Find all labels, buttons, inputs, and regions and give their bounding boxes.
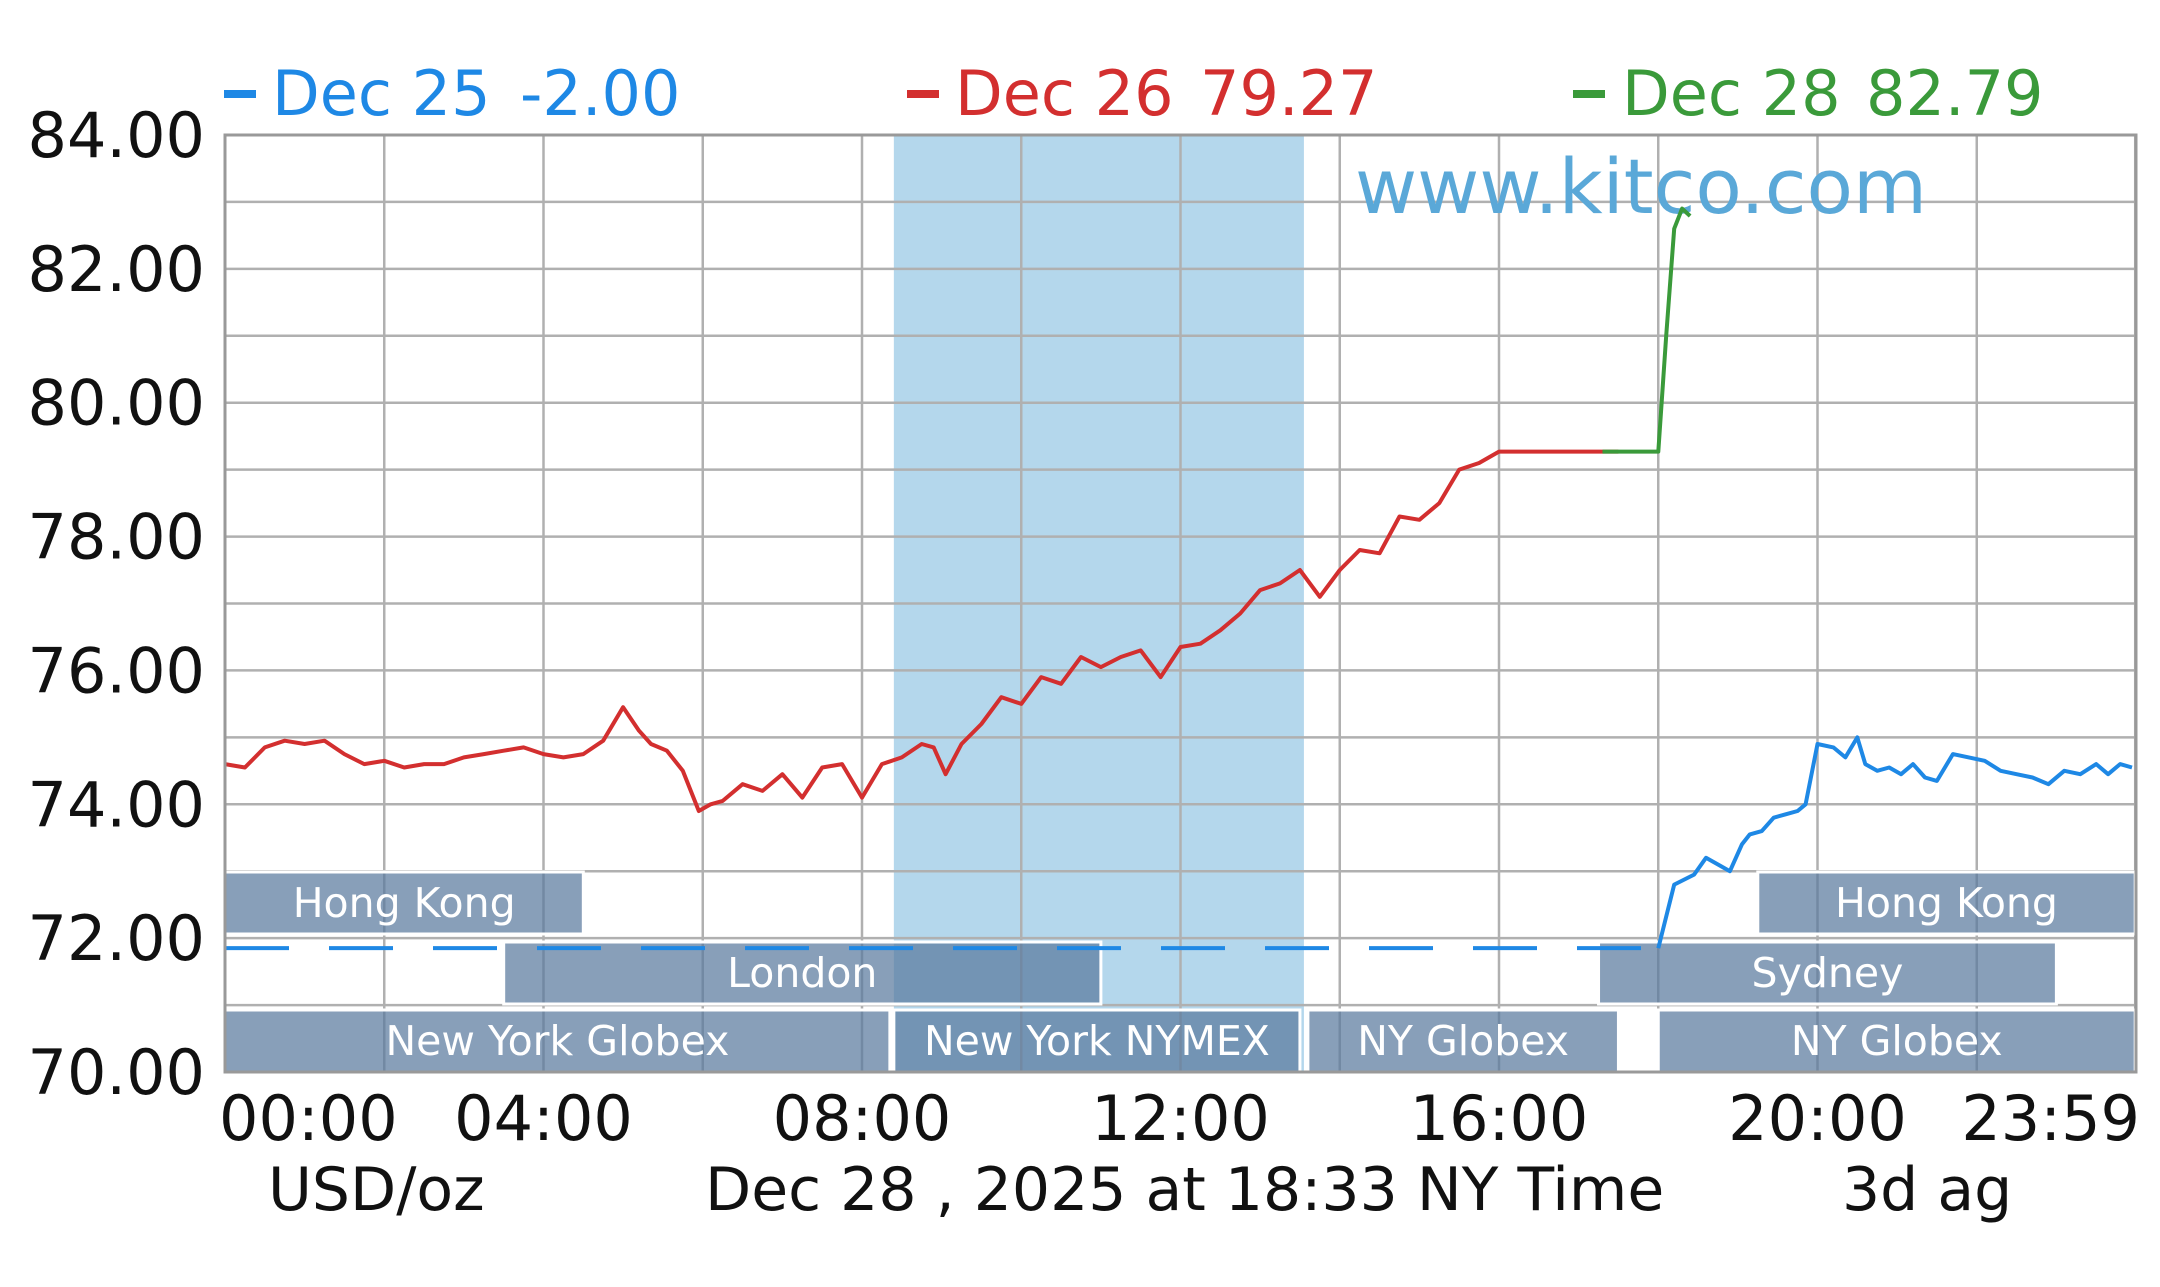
session-block: Hong Kong <box>1756 870 2137 936</box>
x-tick-label: 20:00 <box>1728 1082 1907 1155</box>
session-block: New York Globex <box>223 1008 892 1074</box>
session-label: Hong Kong <box>293 879 516 927</box>
y-tick-label: 72.00 <box>28 902 206 975</box>
session-bar <box>223 1008 892 1074</box>
session-bar <box>1756 870 2137 936</box>
series-line-dec-26 <box>224 449 1619 813</box>
y-tick-label: 76.00 <box>28 634 206 707</box>
session-bar <box>502 940 1103 1006</box>
kitco-watermark: www.kitco.com <box>1355 142 1927 231</box>
legend-date-dec28: Dec 28 <box>1622 57 1841 130</box>
legend-date-dec25: Dec 25 <box>272 57 491 130</box>
unit-label: USD/oz <box>268 1155 485 1225</box>
legend-date-dec26: Dec 26 <box>955 57 1174 130</box>
session-bar <box>223 870 585 936</box>
x-axis-ticks: 00:00 04:00 08:00 12:00 16:00 20:00 23:59 <box>219 1082 2140 1155</box>
plot-frame <box>223 133 2138 1074</box>
timestamp-label: Dec 28 , 2025 at 18:33 NY Time <box>705 1155 1664 1225</box>
session-block: NY Globex <box>1306 1008 1620 1074</box>
legend-item-dec26: Dec 26 79.27 <box>907 57 1378 130</box>
session-block: NY Globex <box>1656 1008 2137 1074</box>
legend-value-dec26: 79.27 <box>1200 57 1378 130</box>
x-tick-label: 04:00 <box>454 1082 633 1155</box>
legend-item-dec25: Dec 25 -2.00 <box>224 57 680 130</box>
y-tick-label: 80.00 <box>28 367 206 440</box>
session-label: NY Globex <box>1357 1017 1569 1065</box>
price-series <box>224 206 2133 951</box>
session-block: London <box>502 940 1103 1006</box>
legend-value-dec28: 82.79 <box>1866 57 2044 130</box>
series-line-dec-25 <box>1656 735 2133 949</box>
y-tick-label: 70.00 <box>28 1036 206 1109</box>
series-line-dec-28 <box>1602 206 1692 454</box>
y-axis-ticks: 84.00 82.00 80.00 78.00 76.00 74.00 72.00 70.00 <box>28 99 206 1109</box>
x-tick-label: 08:00 <box>773 1082 952 1155</box>
legend-swatch-dec28 <box>1573 90 1605 98</box>
legend-swatch-dec25 <box>224 90 256 98</box>
session-label: London <box>727 949 877 997</box>
x-tick-label: 12:00 <box>1091 1082 1270 1155</box>
y-tick-label: 82.00 <box>28 233 206 306</box>
session-bar <box>1306 1008 1620 1074</box>
session-block: New York NYMEX <box>892 1008 1302 1074</box>
footer-note: 3d ag <box>1842 1155 2012 1225</box>
legend-item-dec28: Dec 28 82.79 <box>1573 57 2044 130</box>
session-label: New York NYMEX <box>924 1017 1270 1065</box>
legend-swatch-dec26 <box>907 90 939 98</box>
legend-value-dec25: -2.00 <box>520 57 680 130</box>
x-tick-label: 16:00 <box>1410 1082 1589 1155</box>
legend: Dec 25 -2.00 Dec 26 79.27 Dec 28 82.79 <box>224 57 2044 130</box>
y-tick-label: 78.00 <box>28 501 206 574</box>
session-label: Sydney <box>1752 949 1904 997</box>
y-tick-label: 74.00 <box>28 768 206 841</box>
session-block: Hong Kong <box>223 870 585 936</box>
x-tick-label: 00:00 <box>219 1082 398 1155</box>
session-label: Hong Kong <box>1835 879 2058 927</box>
session-block: Sydney <box>1597 940 2058 1006</box>
y-tick-label: 84.00 <box>28 99 206 172</box>
session-bar <box>1597 940 2058 1006</box>
x-tick-label: 23:59 <box>1961 1082 2140 1155</box>
session-label: New York Globex <box>386 1017 730 1065</box>
session-label: NY Globex <box>1791 1017 2003 1065</box>
